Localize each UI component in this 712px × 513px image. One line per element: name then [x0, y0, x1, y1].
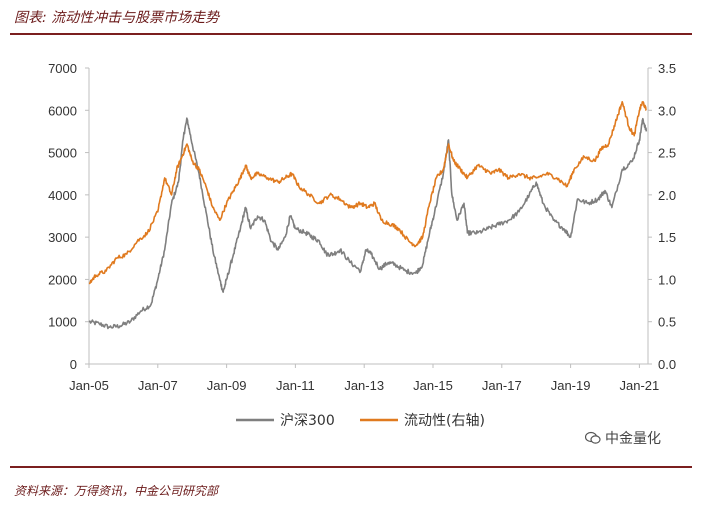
chart-axes: 0 1000 2000 3000 4000 5000 6000 7000 0.0 0.5 1.0 1.…	[48, 61, 676, 393]
y-tick-label: 3000	[48, 230, 77, 245]
figure-title: 图表: 流动性冲击与股票市场走势	[14, 10, 220, 26]
y-tick-label: 7000	[48, 61, 77, 76]
y-tick-label: 1000	[48, 315, 77, 330]
chart-series	[88, 101, 648, 330]
y-tick-label: 2000	[48, 272, 77, 287]
watermark: 中金量化	[585, 428, 661, 448]
legend-label: 沪深300	[280, 413, 335, 429]
y2-tick-label: 3.0	[658, 103, 676, 118]
x-tick-label: Jan-13	[344, 378, 384, 393]
y-tick-label: 0	[70, 357, 77, 372]
x-tick-label: Jan-17	[482, 378, 522, 393]
x-tick-label: Jan-21	[620, 378, 660, 393]
chart-legend: 沪深300 流动性(右轴)	[236, 413, 485, 429]
y-tick-label: 6000	[48, 103, 77, 118]
y2-tick-label: 0.5	[658, 315, 676, 330]
source-rule	[10, 466, 692, 468]
series-line-hs300	[88, 117, 648, 330]
y2-tick-label: 2.5	[658, 146, 676, 161]
watermark-text: 中金量化	[605, 431, 661, 447]
y-tick-label: 5000	[48, 146, 77, 161]
source-note: 资料来源：万得资讯，中金公司研究部	[14, 484, 219, 498]
y2-tick-label: 3.5	[658, 61, 676, 76]
y2-tick-label: 1.5	[658, 230, 676, 245]
wechat-icon	[585, 431, 601, 444]
y2-tick-label: 0.0	[658, 357, 676, 372]
y2-tick-label: 1.0	[658, 272, 676, 287]
x-tick-label: Jan-09	[207, 378, 247, 393]
y2-tick-label: 2.0	[658, 188, 676, 203]
title-rule	[10, 33, 692, 35]
y-tick-label: 4000	[48, 188, 77, 203]
legend-label: 流动性(右轴)	[404, 413, 485, 429]
x-tick-label: Jan-05	[69, 378, 109, 393]
x-tick-label: Jan-11	[276, 378, 315, 393]
series-line-liquidity	[88, 101, 647, 285]
x-tick-label: Jan-15	[413, 378, 453, 393]
x-tick-label: Jan-07	[138, 378, 178, 393]
x-tick-label: Jan-19	[551, 378, 591, 393]
